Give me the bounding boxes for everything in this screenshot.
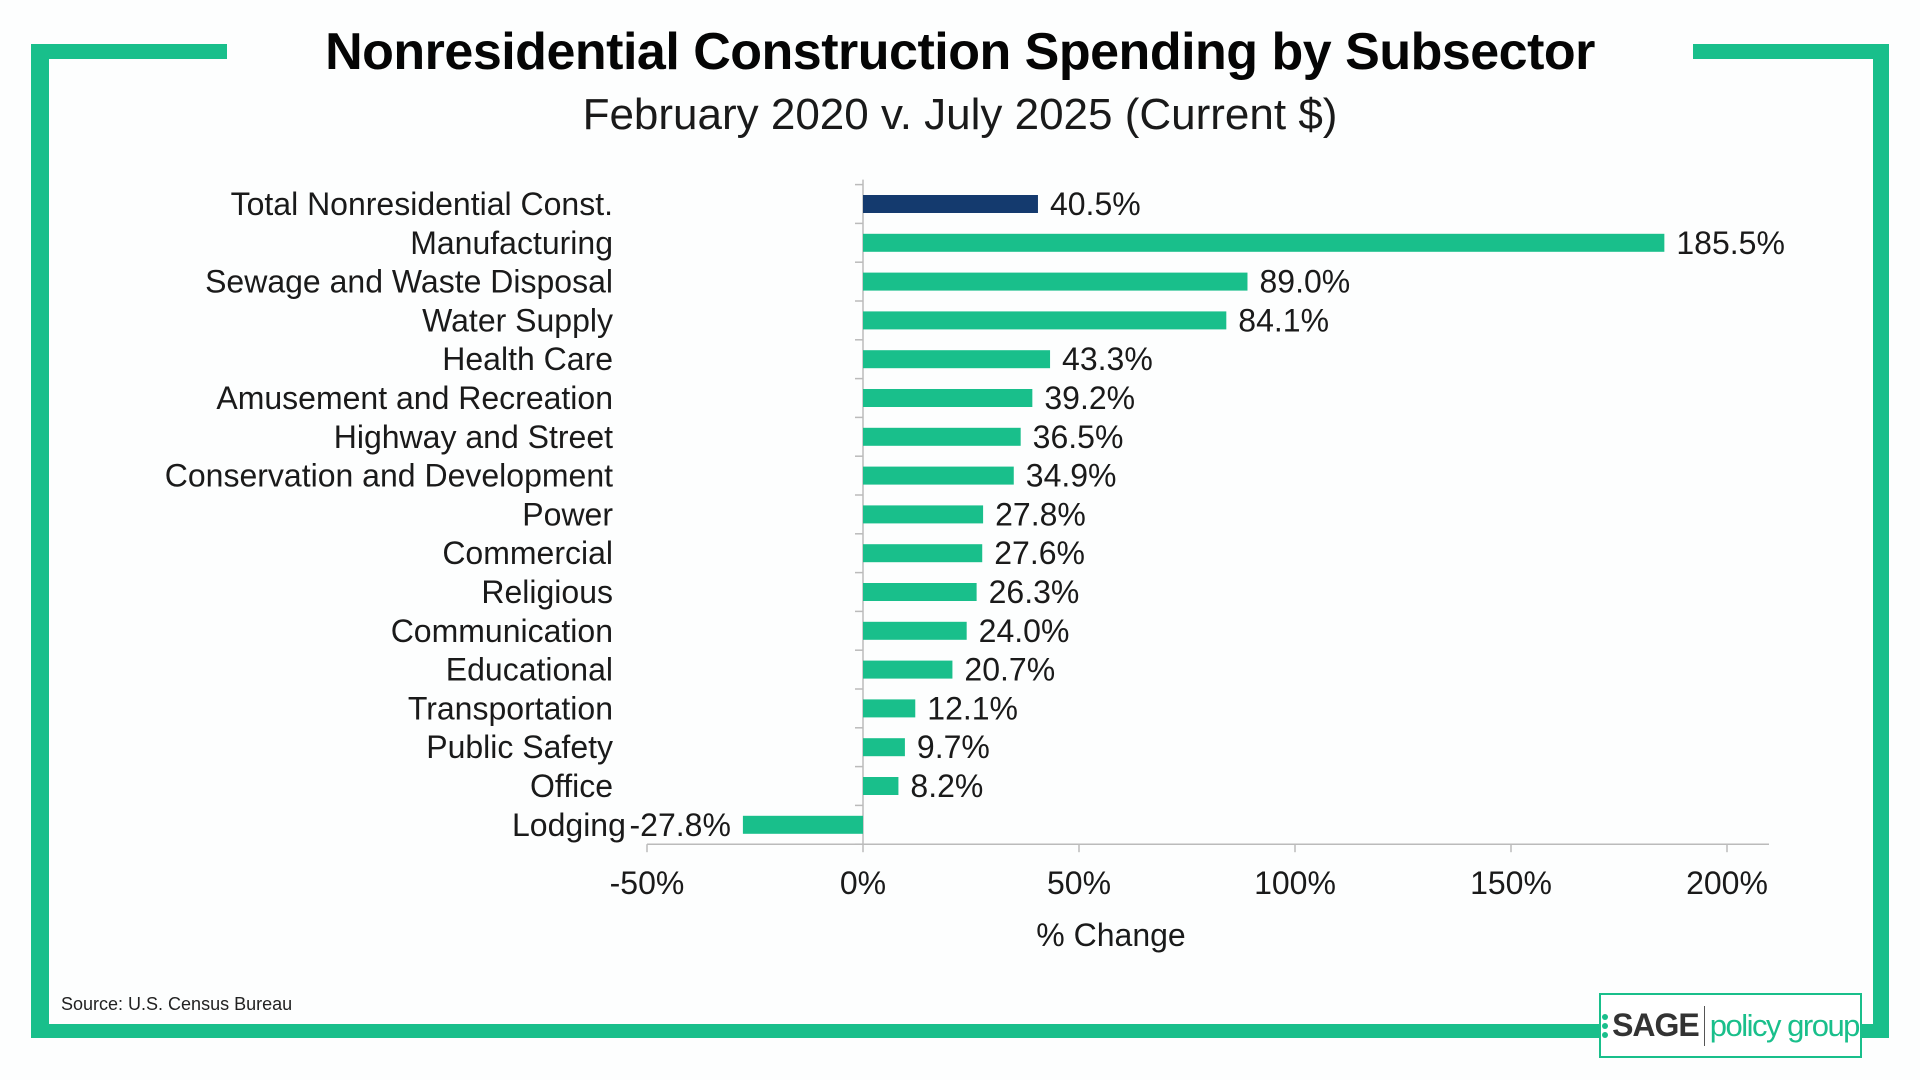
category-label: Total Nonresidential Const.: [231, 186, 613, 222]
category-label: Lodging: [512, 807, 626, 843]
frame-bottom: [31, 1024, 1889, 1038]
x-tick-label: 150%: [1470, 865, 1552, 901]
bar-conservation-and-development: [863, 466, 1014, 485]
data-label: 24.0%: [979, 613, 1070, 649]
bar-health-care: [863, 350, 1051, 369]
x-tick-label: 200%: [1686, 865, 1768, 901]
bar-transportation: [863, 699, 916, 718]
bar-commercial: [863, 544, 983, 563]
category-label: Educational: [446, 652, 613, 688]
category-label: Power: [522, 496, 613, 532]
category-label: Conservation and Development: [165, 458, 613, 494]
frame-top-left: [31, 44, 227, 59]
bar-public-safety: [863, 738, 905, 757]
data-label: 185.5%: [1676, 225, 1785, 261]
data-label: 89.0%: [1259, 264, 1350, 300]
x-tick-label: 100%: [1254, 865, 1336, 901]
chart-title: Nonresidential Construction Spending by …: [325, 23, 1595, 81]
category-label: Water Supply: [422, 302, 613, 338]
x-axis-label: % Change: [1036, 917, 1185, 953]
category-label: Commercial: [442, 535, 613, 571]
category-label: Sewage and Waste Disposal: [205, 264, 613, 300]
data-label: -27.8%: [630, 807, 731, 843]
frame-top-right: [1693, 44, 1889, 59]
bar-lodging: [742, 815, 863, 834]
data-label: 36.5%: [1033, 419, 1124, 455]
data-label: 20.7%: [964, 652, 1055, 688]
data-label: 8.2%: [910, 768, 983, 804]
bar-communication: [863, 621, 967, 640]
data-label: 40.5%: [1050, 186, 1141, 222]
category-label: Office: [530, 768, 613, 804]
category-label: Highway and Street: [334, 419, 613, 455]
x-tick-label: -50%: [610, 865, 685, 901]
source-note: Source: U.S. Census Bureau: [61, 994, 293, 1014]
x-tick-label: 50%: [1047, 865, 1111, 901]
bar-water-supply: [863, 311, 1227, 330]
data-label: 12.1%: [927, 690, 1018, 726]
bar-religious: [863, 583, 977, 601]
data-label: 27.8%: [995, 496, 1086, 532]
category-label: Amusement and Recreation: [216, 380, 613, 416]
data-label: 84.1%: [1238, 302, 1329, 338]
data-label: 27.6%: [994, 535, 1085, 571]
category-label: Health Care: [442, 341, 613, 377]
logo-dots-icon: [1602, 1013, 1609, 1038]
x-tick-label: 0%: [840, 865, 886, 901]
bar-sewage-and-waste-disposal: [863, 272, 1248, 291]
frame-left: [31, 44, 49, 1038]
bar-amusement-and-recreation: [863, 389, 1033, 407]
bar-educational: [863, 660, 953, 679]
logo-divider: [1703, 1005, 1705, 1046]
logo: SAGE policy group: [1599, 993, 1862, 1058]
data-label: 26.3%: [989, 574, 1080, 610]
data-label: 9.7%: [917, 729, 990, 765]
data-label: 34.9%: [1026, 458, 1117, 494]
category-label: Public Safety: [426, 729, 613, 765]
bar-highway-and-street: [863, 427, 1021, 446]
category-label: Religious: [481, 574, 613, 610]
bar-office: [863, 777, 899, 795]
bar-manufacturing: [863, 233, 1665, 252]
category-label: Manufacturing: [410, 225, 613, 261]
category-label: Transportation: [408, 690, 613, 726]
data-label: 43.3%: [1062, 341, 1153, 377]
data-label: 39.2%: [1044, 380, 1135, 416]
category-label: Communication: [391, 613, 613, 649]
chart-subtitle: February 2020 v. July 2025 (Current $): [582, 90, 1338, 139]
frame-right: [1873, 44, 1889, 1038]
bar-power: [863, 505, 984, 524]
logo-brand: SAGE: [1612, 1007, 1700, 1043]
bar-total-nonresidential-const-: [863, 195, 1038, 213]
logo-suffix: policy group: [1709, 1007, 1861, 1043]
